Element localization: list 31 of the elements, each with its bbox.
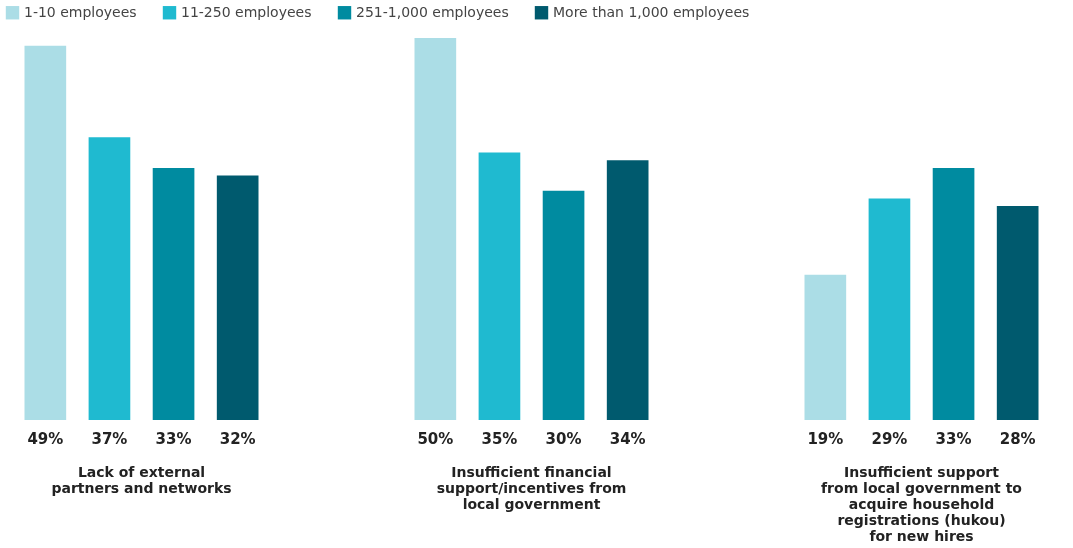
- bar: [152, 167, 195, 420]
- data-label: 28%: [999, 430, 1036, 448]
- data-label: 49%: [27, 430, 64, 448]
- data-label: 19%: [807, 430, 844, 448]
- bar: [868, 198, 911, 420]
- legend-label: 251-1,000 employees: [356, 3, 509, 20]
- bar: [542, 190, 585, 420]
- bar: [804, 274, 847, 420]
- data-label: 35%: [481, 430, 518, 448]
- data-label: 30%: [545, 430, 582, 448]
- bar: [216, 175, 259, 420]
- data-label: 33%: [155, 430, 192, 448]
- x-tick-label: Insufficient support from local government to acquire household registrations (hukou) for new hires: [821, 463, 1023, 544]
- data-label: 33%: [935, 430, 972, 448]
- x-tick-label: Lack of external partners and networks: [51, 463, 232, 496]
- bar: [996, 206, 1039, 420]
- data-label: 29%: [871, 430, 908, 448]
- data-label: 34%: [609, 430, 646, 448]
- bar: [932, 167, 975, 420]
- bar: [24, 45, 67, 420]
- bar: [88, 137, 131, 420]
- data-label: 37%: [91, 430, 128, 448]
- data-label: 50%: [417, 430, 454, 448]
- data-label: 32%: [219, 430, 256, 448]
- legend-label: 11-250 employees: [181, 3, 312, 20]
- bar: [478, 152, 521, 420]
- bar: [414, 38, 457, 420]
- legend-label: More than 1,000 employees: [553, 3, 750, 20]
- x-tick-label: Insufficient financial support/incentives from local government: [436, 463, 627, 512]
- bar: [606, 160, 649, 420]
- legend-label: 1-10 employees: [24, 3, 137, 20]
